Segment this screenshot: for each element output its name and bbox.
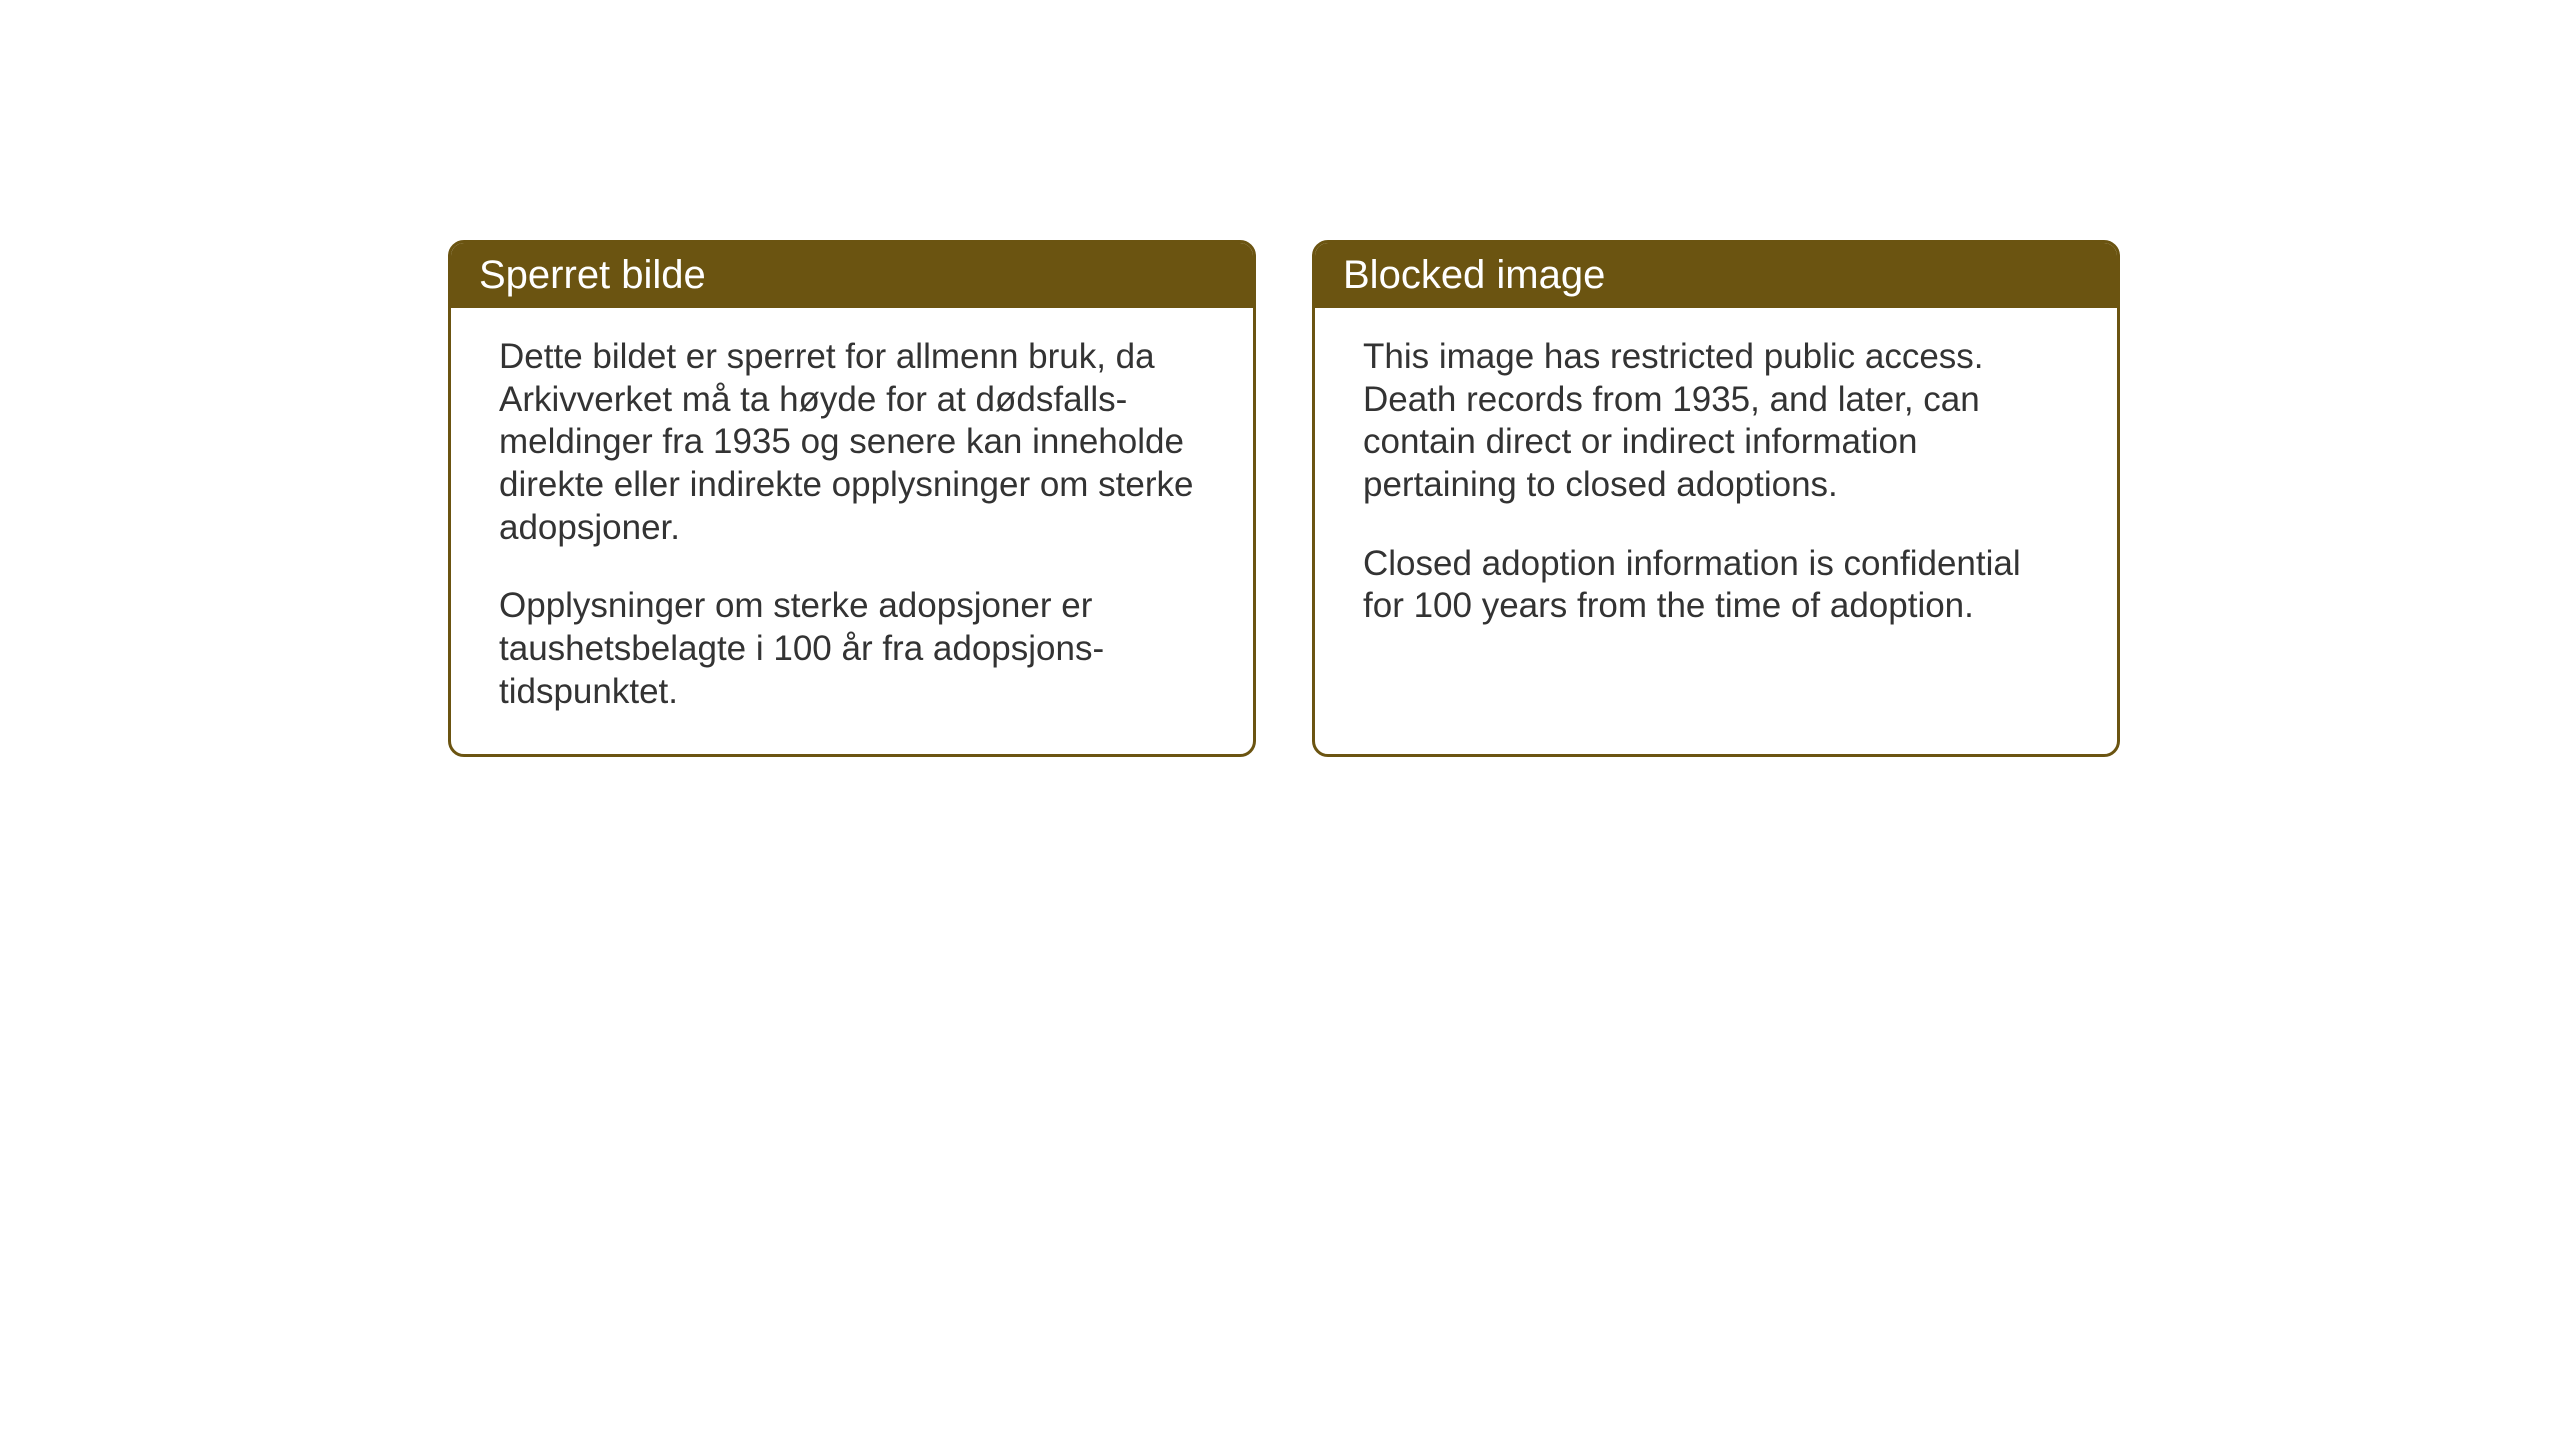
notice-paragraph-2-english: Closed adoption information is confident… <box>1363 543 2069 628</box>
notice-container: Sperret bilde Dette bildet er sperret fo… <box>448 240 2120 757</box>
notice-body-norwegian: Dette bildet er sperret for allmenn bruk… <box>451 308 1253 754</box>
notice-body-english: This image has restricted public access.… <box>1315 308 2117 668</box>
notice-box-norwegian: Sperret bilde Dette bildet er sperret fo… <box>448 240 1256 757</box>
notice-box-english: Blocked image This image has restricted … <box>1312 240 2120 757</box>
notice-title-english: Blocked image <box>1315 243 2117 308</box>
notice-paragraph-1-english: This image has restricted public access.… <box>1363 336 2069 507</box>
notice-title-norwegian: Sperret bilde <box>451 243 1253 308</box>
notice-paragraph-2-norwegian: Opplysninger om sterke adopsjoner er tau… <box>499 585 1205 713</box>
notice-paragraph-1-norwegian: Dette bildet er sperret for allmenn bruk… <box>499 336 1205 549</box>
